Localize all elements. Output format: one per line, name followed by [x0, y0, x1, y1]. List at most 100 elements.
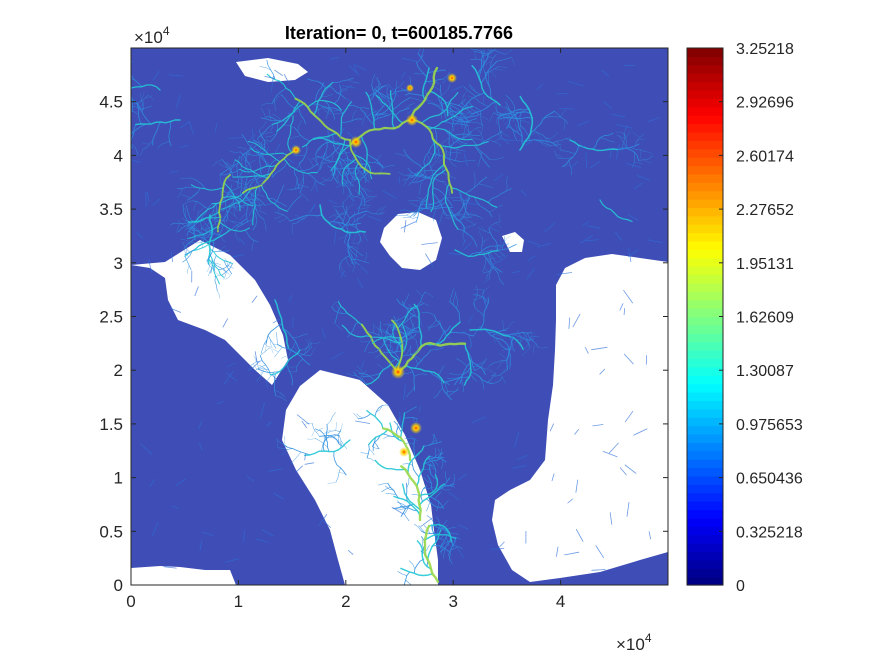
- colorbar-band: [687, 282, 723, 292]
- colorbar-band: [687, 64, 723, 74]
- colorbar-band: [687, 266, 723, 276]
- colorbar-band: [687, 165, 723, 175]
- colorbar-band: [687, 534, 723, 544]
- colorbar-band: [687, 392, 723, 402]
- y-tick-label: 1.5: [99, 415, 123, 434]
- colorbar-band: [687, 215, 723, 225]
- colorbar-gradient: [687, 48, 723, 586]
- colorbar-tick-label: 2.60174: [736, 148, 794, 165]
- x-tick-label: 3: [448, 592, 457, 611]
- colorbar-band: [687, 459, 723, 469]
- colorbar-band: [687, 442, 723, 452]
- y-tick-label: 2.5: [99, 308, 123, 327]
- colorbar-band: [687, 400, 723, 410]
- colorbar-band: [687, 48, 723, 57]
- colorbar-band: [687, 232, 723, 242]
- colorbar-band: [687, 568, 723, 578]
- colorbar-tick-label: 3.25218: [736, 41, 794, 58]
- colorbar-band: [687, 115, 723, 125]
- colorbar-band: [687, 576, 723, 586]
- colorbar-band: [687, 467, 723, 477]
- colorbar-band: [687, 89, 723, 99]
- colorbar-tick-label: 1.95131: [736, 256, 794, 273]
- colorbar-band: [687, 333, 723, 343]
- nodata-hole-top: [236, 58, 308, 82]
- colorbar-band: [687, 148, 723, 158]
- chart-title: Iteration= 0, t=600185.7766: [285, 23, 513, 43]
- colorbar-band: [687, 182, 723, 192]
- x-tick-label: 1: [234, 592, 243, 611]
- colorbar-band: [687, 224, 723, 234]
- colorbar-band: [687, 199, 723, 209]
- y-tick-label: 3: [114, 254, 123, 273]
- y-tick-label: 4.5: [99, 93, 123, 112]
- colorbar-band: [687, 291, 723, 301]
- colorbar-band: [687, 559, 723, 569]
- colorbar-band: [687, 341, 723, 351]
- colorbar-band: [687, 308, 723, 318]
- colorbar-band: [687, 358, 723, 368]
- y-tick-label: 0: [114, 576, 123, 595]
- colorbar-band: [687, 207, 723, 217]
- colorbar-band: [687, 551, 723, 561]
- y-multiplier: ×104: [134, 24, 170, 47]
- colorbar-tick-label: 0.975653: [736, 417, 803, 434]
- colorbar-tick-label: 2.27652: [736, 202, 794, 219]
- colorbar-band: [687, 408, 723, 418]
- y-tick-label: 2: [114, 361, 123, 380]
- colorbar-band: [687, 484, 723, 494]
- plot-area: [131, 48, 668, 585]
- colorbar-band: [687, 425, 723, 435]
- colorbar-band: [687, 509, 723, 519]
- y-axis: 0 0.5 1 1.5 2 2.5 3 3.5 4 4.5: [99, 93, 668, 595]
- x-axis: 0 1 2 3 4: [126, 48, 565, 611]
- colorbar-tick-label: 0.650436: [736, 471, 803, 488]
- colorbar-tick-label: 1.62609: [736, 310, 794, 327]
- colorbar-band: [687, 106, 723, 116]
- colorbar-band: [687, 366, 723, 376]
- y-tick-label: 3.5: [99, 200, 123, 219]
- colorbar-band: [687, 190, 723, 200]
- flow-hotspots: [291, 73, 457, 457]
- colorbar-band: [687, 123, 723, 133]
- y-tick-label: 1: [114, 469, 123, 488]
- colorbar-band: [687, 543, 723, 553]
- x-multiplier: ×104: [616, 631, 652, 654]
- colorbar-band: [687, 131, 723, 141]
- colorbar-band: [687, 140, 723, 150]
- x-tick-label: 0: [126, 592, 135, 611]
- colorbar-tick-label: 0.325218: [736, 524, 803, 541]
- colorbar-band: [687, 324, 723, 334]
- colorbar-tick-label: 0: [736, 578, 745, 595]
- colorbar-band: [687, 81, 723, 91]
- colorbar-band: [687, 274, 723, 284]
- colorbar-band: [687, 350, 723, 360]
- colorbar-band: [687, 501, 723, 511]
- terrain-region: [131, 48, 668, 585]
- x-tick-label: 2: [341, 592, 350, 611]
- colorbar-tick-label: 1.30087: [736, 363, 794, 380]
- colorbar-band: [687, 257, 723, 267]
- y-tick-label: 0.5: [99, 522, 123, 541]
- colorbar-band: [687, 240, 723, 250]
- colorbar-band: [687, 517, 723, 527]
- colorbar-band: [687, 492, 723, 502]
- colorbar-band: [687, 157, 723, 167]
- colorbar-band: [687, 475, 723, 485]
- colorbar-band: [687, 98, 723, 108]
- colorbar-band: [687, 299, 723, 309]
- colorbar-band: [687, 383, 723, 393]
- colorbar-band: [687, 56, 723, 66]
- colorbar-band: [687, 375, 723, 385]
- nodata-hole-right-small: [502, 232, 524, 252]
- colorbar-band: [687, 417, 723, 427]
- colorbar-tick-label: 2.92696: [736, 95, 794, 112]
- colorbar-band: [687, 173, 723, 183]
- colorbar-band: [687, 433, 723, 443]
- colorbar-band: [687, 316, 723, 326]
- colorbar: 0 0.325218 0.650436 0.975653 1.30087 1.62609 1…: [686, 41, 803, 595]
- colorbar-band: [687, 450, 723, 460]
- colorbar-band: [687, 249, 723, 259]
